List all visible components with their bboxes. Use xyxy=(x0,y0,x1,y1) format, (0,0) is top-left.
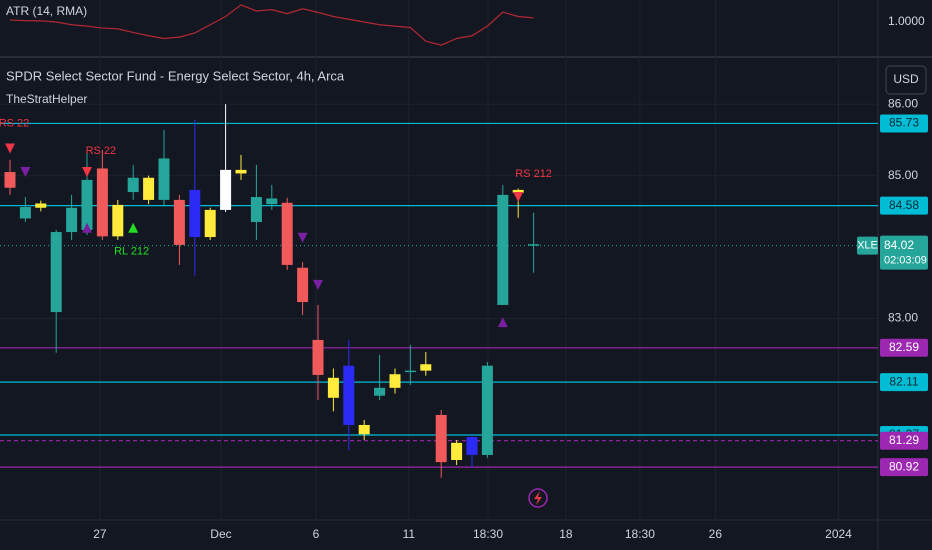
price-level-box xyxy=(880,373,928,392)
x-tick-label: 18:30 xyxy=(473,527,503,541)
icon-bolt[interactable] xyxy=(534,491,542,505)
candle-body xyxy=(466,437,478,455)
atr-tick-label: 1.0000 xyxy=(888,14,925,28)
price-level-label: 82.59 xyxy=(889,340,919,354)
x-tick-label: 27 xyxy=(93,527,107,541)
price-axis: 86.0085.0083.0085.7384.5882.5982.1181.37… xyxy=(857,14,928,477)
annotation: RS 22 xyxy=(0,117,29,129)
y-tick-label: 85.00 xyxy=(888,168,918,182)
atr-line xyxy=(9,4,534,46)
signal-marker xyxy=(312,279,323,290)
candle-body xyxy=(204,209,216,238)
last-price-box xyxy=(880,235,928,270)
candle-body xyxy=(374,387,386,396)
candle-body xyxy=(343,365,355,425)
candle-body xyxy=(297,267,309,303)
price-level-box xyxy=(880,458,928,477)
signal-marker xyxy=(497,317,508,328)
price-level-label: 81.29 xyxy=(889,433,919,447)
x-tick-label: 2024 xyxy=(825,527,852,541)
symbol-box xyxy=(857,236,878,255)
candle-body xyxy=(19,207,31,219)
candle-body xyxy=(35,203,47,208)
price-level-label: 82.11 xyxy=(889,374,918,388)
candle-body xyxy=(266,198,278,205)
x-tick-label: 26 xyxy=(709,527,723,541)
signal-marker xyxy=(128,222,139,233)
candle-body xyxy=(235,169,247,174)
signal-marker xyxy=(297,232,308,243)
price-level-label: 80.92 xyxy=(889,459,919,473)
candle-body xyxy=(81,179,93,230)
indicator-name: TheStratHelper xyxy=(6,92,87,106)
candle-body xyxy=(281,202,293,265)
x-tick-label: 11 xyxy=(403,527,416,541)
last-price-label: 84.02 xyxy=(884,238,914,252)
candle-body xyxy=(50,232,62,313)
candle-body xyxy=(158,158,170,200)
price-level-label: 85.73 xyxy=(889,116,919,130)
candle-body xyxy=(96,168,108,237)
symbol-label: XLE xyxy=(857,240,878,252)
candle-body xyxy=(66,207,78,233)
price-level-box xyxy=(880,338,928,357)
candle-body xyxy=(4,172,16,188)
candle-body xyxy=(173,199,185,245)
signal-marker xyxy=(513,192,524,203)
countdown-label: 02:03:09 xyxy=(884,255,927,267)
y-tick-label: 83.00 xyxy=(888,311,918,325)
grid xyxy=(0,0,878,520)
candle-body xyxy=(420,364,432,371)
candle-body xyxy=(127,177,139,193)
candle-body xyxy=(404,370,416,373)
signal-marker xyxy=(81,167,92,178)
chart-title: SPDR Select Sector Fund - Energy Select … xyxy=(6,68,345,83)
candle-body xyxy=(312,339,324,375)
candle-body xyxy=(528,244,540,246)
atr-title: ATR (14, RMA) xyxy=(6,4,87,18)
candle-body xyxy=(327,377,339,398)
annotation: RS 22 xyxy=(86,145,117,157)
candle-body xyxy=(435,414,447,463)
lightning-icon[interactable] xyxy=(528,488,548,508)
x-tick-label: 18:30 xyxy=(625,527,655,541)
candle-body xyxy=(451,442,463,460)
candle-body xyxy=(497,194,509,305)
y-tick-label: 86.00 xyxy=(888,96,918,110)
price-level-box xyxy=(880,196,928,215)
annotation: RL 212 xyxy=(114,245,149,257)
price-level-box xyxy=(880,114,928,133)
candle-body xyxy=(389,374,401,388)
candle-body xyxy=(512,189,524,193)
candle-body xyxy=(220,169,232,210)
candle-body xyxy=(112,204,124,237)
signal-marker xyxy=(81,222,92,233)
candle-body xyxy=(189,189,201,238)
candle-body xyxy=(143,177,155,200)
plot: RS 22 RS 22 RL 212 RS 212 xyxy=(0,4,878,478)
x-tick-label: Dec xyxy=(210,527,231,541)
candle-body xyxy=(250,197,262,223)
icon-circle[interactable] xyxy=(528,488,548,508)
currency-label[interactable]: USD xyxy=(893,72,919,86)
candle-body xyxy=(358,424,370,435)
candle-body xyxy=(481,365,493,455)
price-level-box xyxy=(880,431,928,450)
price-level-label: 84.58 xyxy=(889,198,919,212)
x-tick-label: 6 xyxy=(313,527,320,541)
signal-marker xyxy=(4,143,15,154)
signal-marker xyxy=(20,167,31,178)
x-tick-label: 18 xyxy=(559,527,573,541)
annotation: RS 212 xyxy=(515,168,552,180)
currency-button[interactable] xyxy=(885,65,927,95)
